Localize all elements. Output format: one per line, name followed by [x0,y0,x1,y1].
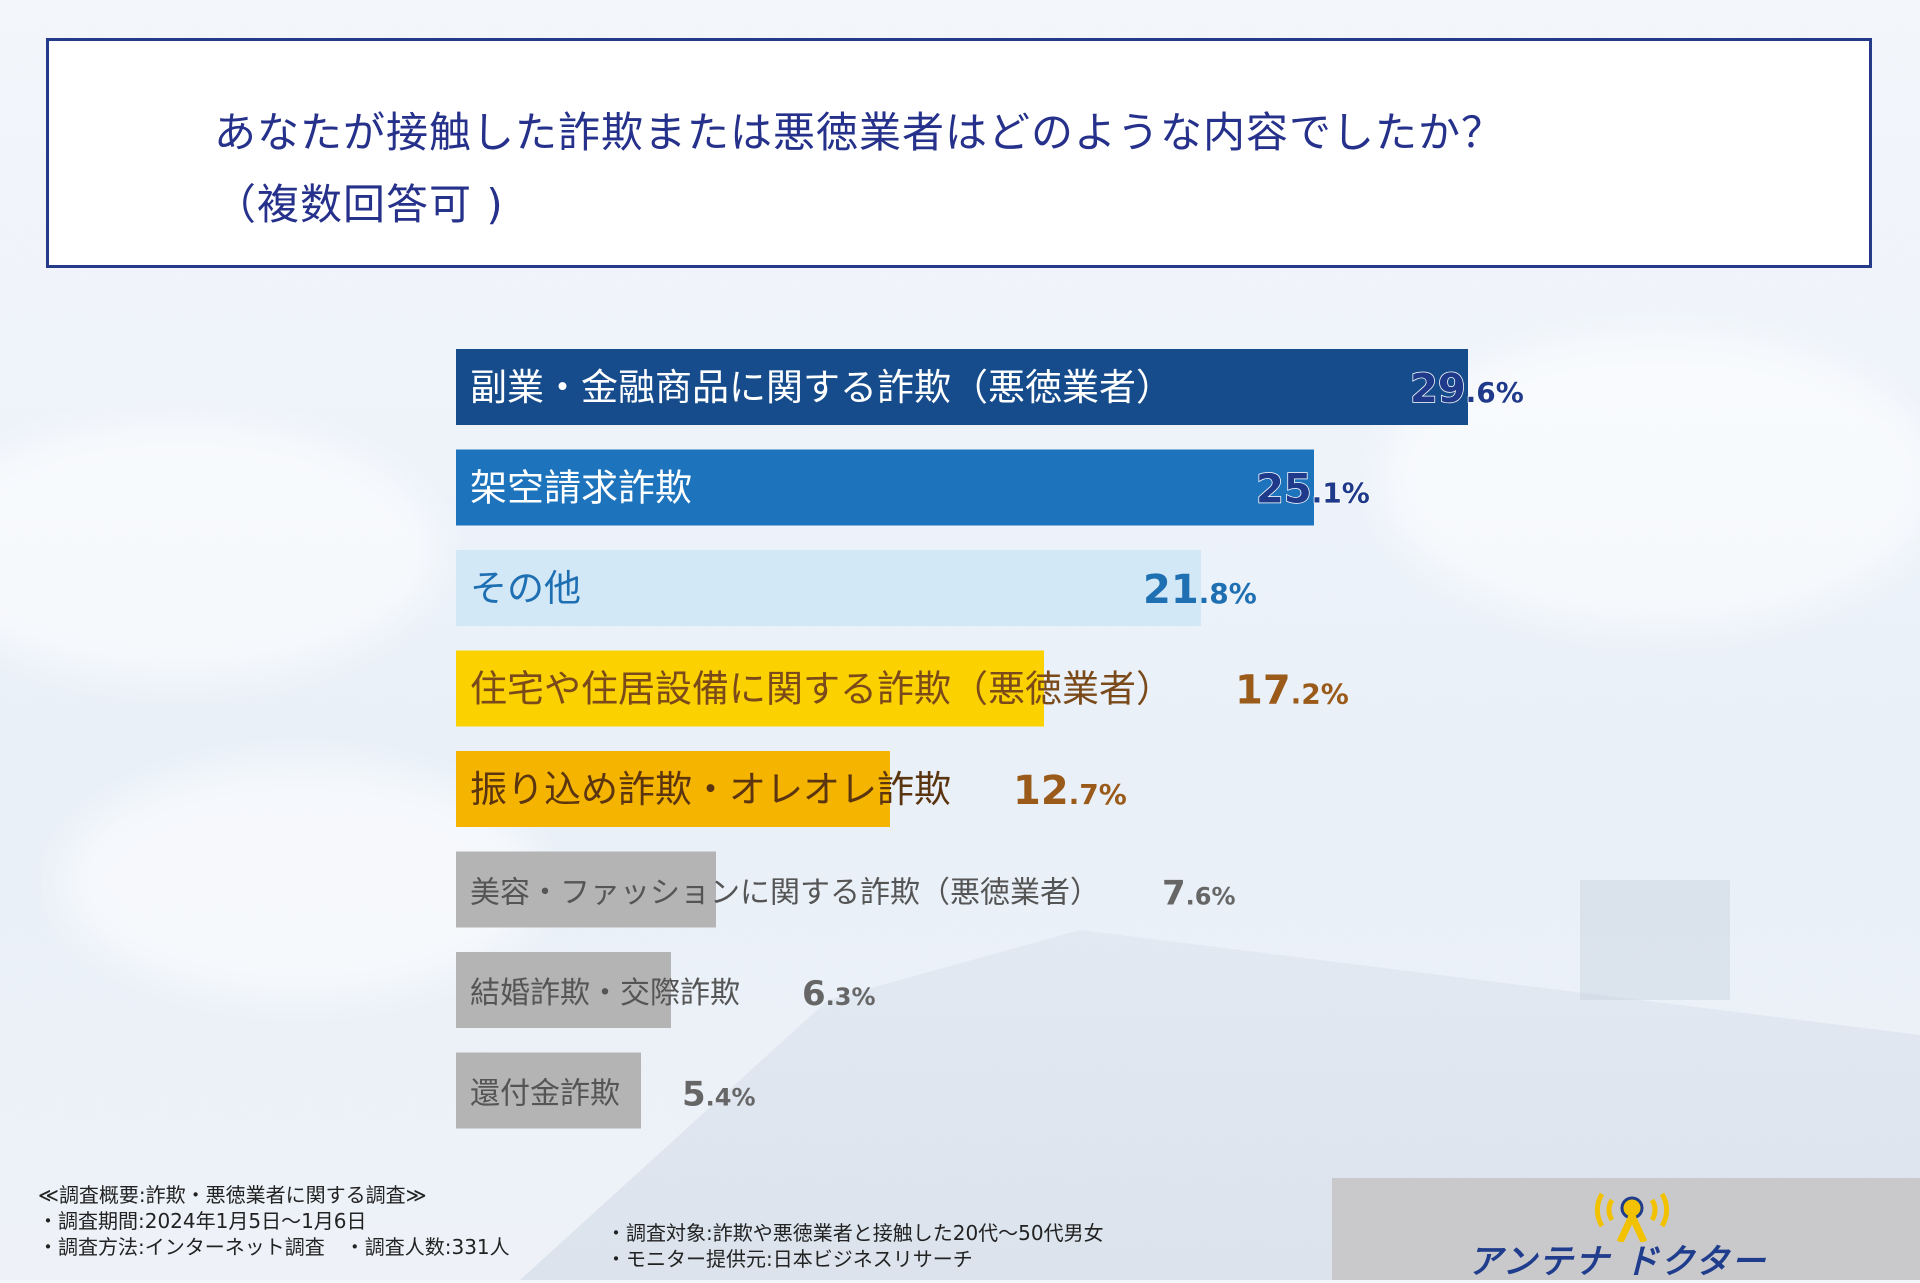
bar-5 [456,751,890,827]
value-decimal-6: .6% [1186,883,1236,911]
value-label-3: 21.8% [1143,567,1257,613]
survey-method: ・調査方法:インターネット調査 ・調査人数:331人 [38,1235,510,1259]
value-integer-1: 29 [1410,366,1466,412]
value-integer-5: 12 [1013,768,1069,814]
bar-8 [456,1052,641,1129]
chart-subtitle: （複数回答可 ) [214,180,504,229]
survey-monitor: ・モニター提供元:日本ビジネスリサーチ [606,1247,973,1271]
value-label-5: 12.7% [1013,768,1127,814]
bar-label-5: 振り込め詐欺・オレオレ詐欺 [470,768,951,811]
value-label-8: 5.4% [682,1075,756,1115]
logo-text: アンテナ ドクター [1468,1242,1768,1282]
bar-label-8: 還付金詐欺 [470,1077,620,1112]
value-label-2: 25.1% [1256,467,1370,513]
bar-label-7: 結婚詐欺・交際詐欺 [470,976,740,1011]
value-integer-6: 7 [1162,874,1186,914]
survey-target: ・調査対象:詐欺や悪徳業者と接触した20代〜50代男女 [606,1221,1104,1245]
bar-4 [456,650,1044,727]
bar-label-4: 住宅や住居設備に関する詐欺（悪徳業者） [470,668,1173,711]
value-decimal-7: .3% [826,983,876,1011]
bar-7 [456,952,671,1028]
bar-2 [456,449,1314,526]
bar-6 [456,851,716,928]
antenna-doctor-logo-icon [1594,1192,1670,1242]
bar-label-3: その他 [470,567,581,610]
value-decimal-8: .4% [706,1084,756,1112]
value-decimal-1: .6% [1466,376,1524,409]
bar-1 [456,349,1468,425]
value-integer-8: 5 [682,1075,706,1115]
value-label-4: 17.2% [1235,668,1349,714]
value-integer-2: 25 [1256,467,1312,513]
bar-label-1: 副業・金融商品に関する詐欺（悪徳業者） [470,366,1173,409]
survey-details: ・調査対象:詐欺や悪徳業者と接触した20代〜50代男女 ・モニター提供元:日本ビ… [606,1220,1104,1272]
survey-summary: ≪調査概要:詐欺・悪徳業者に関する調査≫ ・調査期間:2024年1月5日〜1月6… [38,1182,510,1260]
chart-title: あなたが接触した詐欺または悪徳業者はどのような内容でしたか？ [214,108,1505,157]
value-label-6: 7.6% [1162,874,1236,914]
value-decimal-3: .8% [1199,577,1257,610]
value-label-1: 29.6% [1410,366,1524,412]
value-decimal-2: .1% [1312,477,1370,510]
background-chimney [1580,880,1730,1000]
bar-3 [456,550,1201,626]
bar-label-2: 架空請求詐欺 [470,467,692,510]
value-decimal-4: .2% [1291,678,1349,711]
background-cloud [1380,330,1920,630]
survey-period: ・調査期間:2024年1月5日〜1月6日 [38,1209,367,1233]
value-decimal-5: .7% [1069,778,1127,811]
value-integer-4: 17 [1235,668,1291,714]
background-cloud [0,420,440,680]
bar-label-6: 美容・ファッションに関する詐欺（悪徳業者） [470,876,1100,911]
title-box: あなたが接触した詐欺または悪徳業者はどのような内容でしたか？ （複数回答可 ) [46,38,1872,268]
survey-title: ≪調査概要:詐欺・悪徳業者に関する調査≫ [38,1183,427,1207]
value-integer-3: 21 [1143,567,1199,613]
value-label-7: 6.3% [802,974,876,1014]
value-integer-7: 6 [802,974,826,1014]
